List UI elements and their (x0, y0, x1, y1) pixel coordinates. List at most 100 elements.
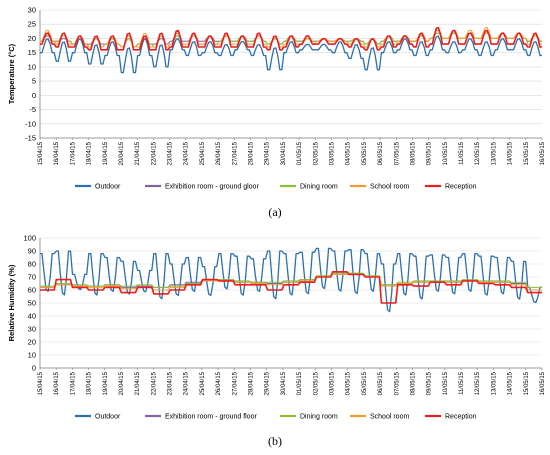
rh-y-tick-label: 30 (28, 325, 36, 334)
temp-y-tick-label: 15 (28, 48, 36, 57)
temp-x-tick-label: 15/05/15 (524, 141, 530, 165)
rh-x-tick-label: 04/05/15 (346, 371, 352, 395)
rh-x-tick-label: 18/04/15 (87, 371, 93, 395)
temp-x-tick-label: 11/05/15 (459, 141, 465, 165)
rh-legend-label-reception: Reception (445, 414, 477, 421)
rh-y-tick-label: 40 (28, 312, 36, 321)
temp-x-tick-label: 19/04/15 (103, 141, 109, 165)
temp-legend-label-reception: Reception (445, 184, 477, 191)
rh-x-tick-label: 13/05/15 (491, 371, 497, 395)
temp-x-tick-label: 23/04/15 (168, 141, 174, 165)
temp-y-axis-title: Temperature (°C) (7, 43, 16, 104)
temp-x-tick-label: 29/04/15 (265, 141, 271, 165)
rh-series-reception (40, 271, 542, 304)
rh-x-tick-label: 15/05/15 (524, 371, 530, 395)
temp-y-tick-label: 10 (28, 62, 36, 71)
temp-y-tick-label: 25 (28, 20, 36, 29)
rh-x-tick-label: 05/05/15 (362, 371, 368, 395)
humidity-chart: 0 10 20 30 40 50 60 70 80 90 100 15/04/15 16/04/15 17… (7, 234, 546, 421)
rh-x-tick-label: 21/04/15 (135, 371, 141, 395)
temp-legend-label-dining-room: Dining room (300, 184, 338, 191)
temp-x-tick-label: 07/05/15 (394, 141, 400, 165)
temp-legend-label-exhibition-room-ground-gloor: Exhibition room - ground gloor (165, 184, 259, 191)
rh-x-tick-label: 12/05/15 (475, 371, 481, 395)
rh-legend-label-outdoor: Outdoor (95, 414, 121, 421)
rh-y-tick-label: 0 (32, 364, 36, 373)
rh-x-tick-label: 22/04/15 (151, 371, 157, 395)
rh-series-outdoor (40, 247, 542, 313)
rh-x-tick-label: 08/05/15 (410, 371, 416, 395)
rh-x-tick-label: 14/05/15 (508, 371, 514, 395)
temp-x-tick-label: 24/04/15 (184, 141, 190, 165)
temp-x-tick-label: 06/05/15 (378, 141, 384, 165)
rh-x-tick-label: 17/04/15 (70, 371, 76, 395)
temp-x-tick-label: 30/04/15 (281, 141, 287, 165)
temp-x-tick-label: 16/05/15 (540, 141, 546, 165)
rh-x-tick-label: 16/05/15 (540, 371, 546, 395)
rh-x-tick-label: 16/04/15 (54, 371, 60, 395)
temp-x-tick-label: 27/04/15 (232, 141, 238, 165)
rh-y-tick-label: 10 (28, 351, 36, 360)
temp-legend-label-outdoor: Outdoor (95, 184, 121, 191)
rh-y-tick-label: 20 (28, 338, 36, 347)
temp-x-tick-label: 05/05/15 (362, 141, 368, 165)
rh-y-tick-label: 70 (28, 273, 36, 282)
temp-x-tick-label: 01/05/15 (297, 141, 303, 165)
temp-legend-label-school-room: School room (370, 184, 409, 191)
rh-x-tick-label: 02/05/15 (313, 371, 319, 395)
rh-x-tick-label: 01/05/15 (297, 371, 303, 395)
temp-x-tick-label: 03/05/15 (329, 141, 335, 165)
temp-x-tick-label: 08/05/15 (410, 141, 416, 165)
panel-label-b: (b) (268, 434, 282, 448)
temp-x-tick-label: 13/05/15 (491, 141, 497, 165)
rh-legend-label-dining-room: Dining room (300, 414, 338, 421)
rh-series-dining-room (40, 272, 542, 288)
rh-x-tick-label: 26/04/15 (216, 371, 222, 395)
rh-x-tick-label: 10/05/15 (443, 371, 449, 395)
rh-y-axis-title: Relative Humidity (%) (7, 264, 16, 341)
chart-panel-humidity: 0 10 20 30 40 50 60 70 80 90 100 15/04/15 16/04/15 17… (0, 228, 550, 455)
rh-x-tick-label: 09/05/15 (427, 371, 433, 395)
temp-y-tick-label: 30 (28, 6, 36, 15)
temp-x-tick-label: 21/04/15 (135, 141, 141, 165)
rh-legend-label-exhibition-room-ground-floor: Exhibition room - ground floor (165, 414, 257, 421)
temp-x-tick-label: 04/05/15 (346, 141, 352, 165)
temp-y-tick-label: -5 (29, 105, 36, 114)
rh-x-tick-label: 29/04/15 (265, 371, 271, 395)
temp-x-tick-label: 16/04/15 (54, 141, 60, 165)
temp-y-tick-label: -15 (25, 134, 36, 143)
panel-label-a: (a) (268, 205, 282, 219)
temperature-chart: -15 -10 -5 0 5 10 15 20 25 30 15/04/15 16/04/15 17/0… (7, 6, 546, 191)
rh-x-tick-label: 27/04/15 (232, 371, 238, 395)
rh-y-tick-label: 80 (28, 260, 36, 269)
rh-x-tick-label: 15/04/15 (38, 371, 44, 395)
temp-x-tick-label: 09/05/15 (427, 141, 433, 165)
temp-x-tick-label: 25/04/15 (200, 141, 206, 165)
rh-y-tick-label: 60 (28, 286, 36, 295)
rh-x-tick-label: 28/04/15 (249, 371, 255, 395)
rh-x-tick-label: 03/05/15 (329, 371, 335, 395)
rh-x-tick-label: 25/04/15 (200, 371, 206, 395)
temp-y-tick-label: 0 (32, 91, 36, 100)
temp-y-tick-label: 20 (28, 34, 36, 43)
temp-y-tick-label: -10 (25, 119, 36, 128)
rh-y-tick-label: 90 (28, 247, 36, 256)
temp-x-tick-label: 18/04/15 (87, 141, 93, 165)
rh-y-tick-label: 50 (28, 299, 36, 308)
temp-x-tick-label: 22/04/15 (151, 141, 157, 165)
rh-legend-label-school-room: School room (370, 414, 409, 421)
rh-x-tick-label: 06/05/15 (378, 371, 384, 395)
rh-x-tick-label: 20/04/15 (119, 371, 125, 395)
temp-x-tick-label: 28/04/15 (249, 141, 255, 165)
rh-series-school-room (40, 273, 542, 291)
temp-x-tick-label: 20/04/15 (119, 141, 125, 165)
rh-x-tick-label: 11/05/15 (459, 371, 465, 395)
rh-x-tick-label: 07/05/15 (394, 371, 400, 395)
temp-series-reception (40, 26, 542, 51)
temp-x-tick-label: 10/05/15 (443, 141, 449, 165)
temp-x-tick-label: 02/05/15 (313, 141, 319, 165)
rh-x-tick-label: 19/04/15 (103, 371, 109, 395)
temp-x-tick-label: 26/04/15 (216, 141, 222, 165)
rh-x-tick-label: 30/04/15 (281, 371, 287, 395)
temp-series-outdoor (40, 35, 542, 74)
